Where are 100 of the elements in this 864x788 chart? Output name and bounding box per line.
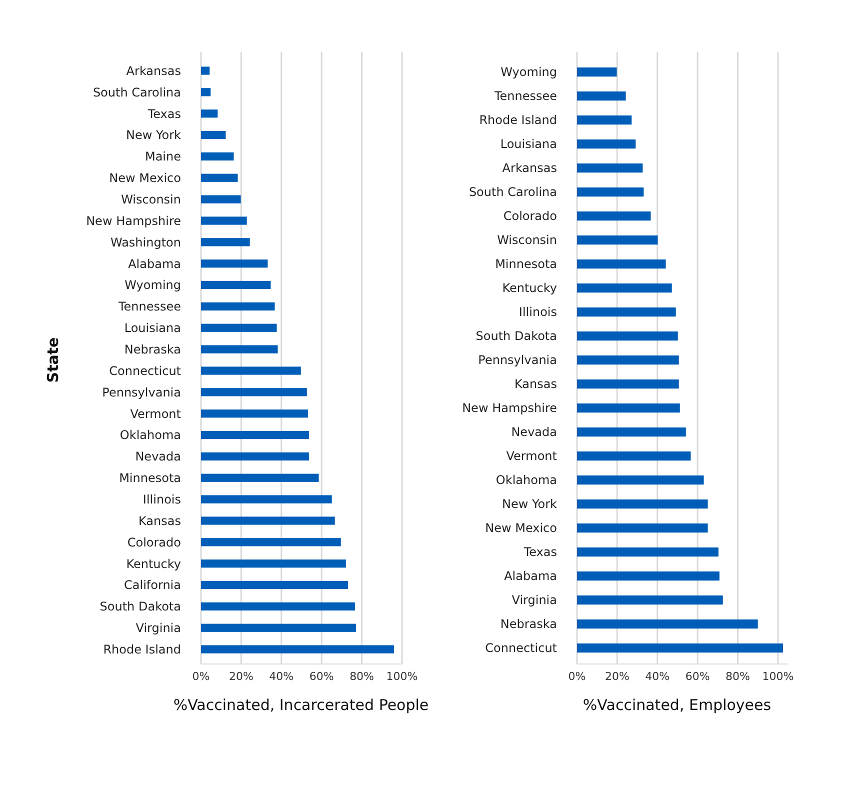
bar (201, 174, 238, 182)
bar (577, 523, 708, 533)
bar (577, 403, 680, 413)
bar (577, 643, 783, 653)
y-tick-label: Pennsylvania (478, 353, 557, 368)
x-tick-label: 60% (309, 670, 334, 683)
y-tick-label: New York (126, 128, 182, 142)
bar (577, 355, 679, 365)
y-tick-label: South Dakota (100, 600, 181, 614)
y-tick-label: Wisconsin (497, 233, 557, 248)
bar (201, 195, 241, 204)
x-tick-label: 60% (685, 670, 710, 683)
bar (201, 345, 278, 354)
y-tick-label: Wyoming (124, 278, 181, 292)
bar (577, 331, 678, 341)
y-tick-label: South Dakota (476, 329, 557, 344)
y-tick-label: Alabama (128, 256, 181, 271)
y-tick-label: Texas (522, 545, 557, 560)
bar (201, 280, 271, 290)
bar (577, 235, 658, 245)
x-tick-label: 20% (604, 670, 630, 683)
y-tick-label: New Hampshire (86, 214, 181, 228)
bar (577, 451, 691, 461)
bar (577, 571, 720, 581)
y-tick-label: Kentucky (126, 556, 181, 571)
y-tick-label: Arkansas (502, 161, 557, 176)
bar (577, 379, 679, 389)
bar (201, 110, 218, 118)
y-tick-label: Wisconsin (121, 192, 181, 206)
y-tick-label: Nevada (511, 425, 557, 440)
bar (201, 88, 211, 96)
bar (201, 580, 348, 590)
bar (201, 538, 341, 546)
y-tick-label: Colorado (503, 209, 557, 224)
bar (577, 499, 708, 509)
y-tick-label: South Carolina (92, 85, 181, 100)
y-tick-label: Vermont (130, 406, 182, 421)
bar (201, 324, 277, 332)
y-tick-label: Colorado (127, 535, 181, 550)
y-tick-label: Minnesota (495, 257, 557, 272)
bar (201, 130, 226, 140)
x-tick-label: 40% (269, 670, 294, 683)
y-tick-label: Tennessee (117, 300, 181, 314)
bar (577, 475, 704, 485)
x-axis-title: %Vaccinated, Employees (582, 696, 772, 714)
bar (201, 238, 250, 246)
bar (577, 163, 643, 173)
bar (577, 283, 672, 293)
x-tick-label: 40% (645, 670, 670, 683)
bar (577, 595, 723, 605)
y-tick-label: Nebraska (124, 342, 181, 356)
x-tick-label: 100% (386, 670, 418, 683)
y-tick-label: Louisiana (500, 137, 557, 152)
y-axis-title: State (44, 337, 62, 383)
y-tick-label: Rhode Island (479, 113, 557, 128)
bar (201, 495, 332, 504)
bar (201, 645, 394, 654)
bar (201, 452, 309, 460)
x-axis-title: %Vaccinated, Incarcerated People (173, 696, 429, 714)
y-tick-label: New Mexico (485, 521, 557, 536)
y-tick-label: Tennessee (493, 89, 557, 104)
y-tick-label: Vermont (506, 449, 558, 464)
bar (577, 211, 651, 221)
bar (577, 547, 718, 557)
y-tick-label: Kansas (138, 514, 181, 528)
y-tick-label: New Hampshire (462, 401, 557, 416)
bar (201, 388, 307, 396)
y-tick-label: Louisiana (124, 321, 181, 336)
y-tick-label: California (124, 578, 181, 592)
bar (201, 260, 268, 268)
y-tick-label: Rhode Island (103, 642, 181, 656)
x-tick-label: 0% (192, 670, 210, 683)
y-tick-label: Oklahoma (120, 428, 181, 442)
y-tick-label: Maine (144, 150, 181, 164)
y-tick-label: Texas (146, 106, 181, 121)
bar (577, 115, 632, 125)
y-tick-label: Virginia (136, 621, 181, 636)
y-tick-label: Nebraska (500, 617, 557, 632)
y-tick-label: Connecticut (109, 364, 182, 378)
bar (577, 187, 644, 197)
y-tick-label: Nevada (135, 450, 181, 464)
bar (201, 410, 308, 418)
x-tick-label: 100% (762, 670, 794, 683)
bar (201, 66, 210, 75)
bar (577, 259, 666, 269)
bar (577, 619, 758, 629)
y-tick-label: Arkansas (126, 64, 181, 78)
bar (201, 602, 355, 610)
bar (577, 427, 686, 437)
bar (577, 139, 636, 149)
bar (201, 366, 301, 375)
y-tick-label: Pennsylvania (102, 385, 181, 400)
bar (201, 560, 346, 568)
bar (201, 216, 247, 225)
bar (201, 302, 275, 310)
y-tick-label: Connecticut (485, 641, 558, 656)
bar (577, 67, 617, 77)
x-tick-label: 80% (350, 670, 374, 683)
bar (201, 516, 335, 525)
bar (577, 307, 676, 317)
